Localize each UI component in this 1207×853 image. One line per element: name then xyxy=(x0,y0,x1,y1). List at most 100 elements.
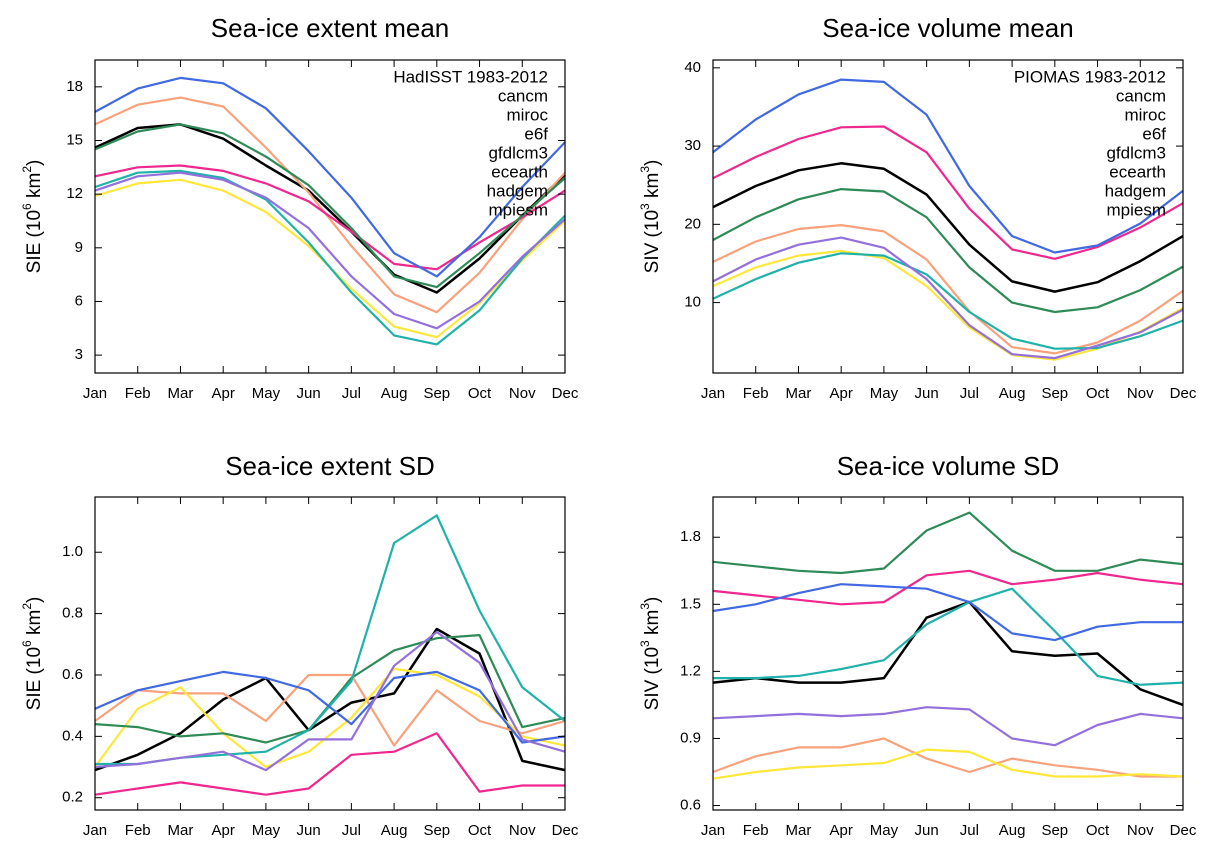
x-tick-label: Nov xyxy=(1127,385,1154,402)
x-tick-label: Feb xyxy=(743,822,769,839)
y-tick-label: 0.8 xyxy=(62,605,83,622)
y-axis-label-part: 6 xyxy=(20,203,34,210)
x-tick-label: Feb xyxy=(125,822,151,839)
x-tick-label: May xyxy=(870,822,899,839)
x-tick-label: Feb xyxy=(125,385,151,402)
series-line-1 xyxy=(712,737,1183,778)
series-line-2 xyxy=(712,569,1184,606)
x-tick-label: Dec xyxy=(552,385,579,402)
y-axis-label: SIE (106 km2) xyxy=(20,160,45,274)
panel-2: Sea-ice volume mean Jan Feb Mar Apr May Jun Jul… xyxy=(638,13,1197,402)
x-tick-label: Nov xyxy=(1127,822,1154,839)
y-axis-label-part: km xyxy=(24,610,45,641)
series-line-1 xyxy=(94,673,566,747)
y-axis-label-part: 3 xyxy=(638,640,652,647)
series-line-5 xyxy=(95,514,566,766)
y-tick-label: 20 xyxy=(684,215,701,232)
panel-3: Sea-ice extent SD Jan Feb Mar Apr May Jun Jul Au… xyxy=(20,451,579,839)
series-line-2 xyxy=(94,732,565,796)
legend-entry: HadISST 1983-2012 xyxy=(393,67,548,86)
y-tick-label: 0.6 xyxy=(62,666,83,683)
y-axis-label-part: SIE (10 xyxy=(24,647,45,710)
x-tick-label: Jan xyxy=(701,822,725,839)
legend-entry: hadgem xyxy=(1105,181,1166,200)
y-tick-label: 1.5 xyxy=(680,595,701,612)
series-line-3 xyxy=(94,667,566,769)
y-axis-label: SIE (106 km2) xyxy=(20,597,45,711)
y-axis-label-part: ) xyxy=(24,597,45,603)
series-line-cancm xyxy=(94,96,566,314)
series-line-7 xyxy=(712,706,1184,747)
y-axis-label-part: km xyxy=(24,173,45,204)
y-tick-label: 6 xyxy=(75,292,83,309)
legend-entry: mpiesm xyxy=(488,200,548,219)
y-axis-label-part: SIV (10 xyxy=(642,647,663,710)
x-tick-label: Mar xyxy=(168,385,194,402)
y-axis-label-part: 3 xyxy=(638,203,652,210)
legend-entry: gfdlcm3 xyxy=(1106,143,1166,162)
series-line-hadgem xyxy=(94,76,566,278)
x-tick-label: Jun xyxy=(297,822,321,839)
panel-title: Sea-ice volume mean xyxy=(822,13,1073,43)
y-axis-label-part: 3 xyxy=(638,166,652,173)
series-line-cancm xyxy=(712,224,1184,355)
y-tick-label: 12 xyxy=(66,185,83,202)
x-tick-label: Sep xyxy=(423,822,450,839)
x-tick-label: Apr xyxy=(830,822,853,839)
y-axis-label-part: 3 xyxy=(638,603,652,610)
y-tick-label: 40 xyxy=(684,59,701,76)
legend-entry: PIOMAS 1983-2012 xyxy=(1014,67,1166,86)
y-axis-label-part: km xyxy=(642,610,663,641)
legend-entry: hadgem xyxy=(487,181,548,200)
series-line-4 xyxy=(712,511,1184,575)
plot-frame xyxy=(94,59,566,374)
y-axis-label: SIV (103 km3) xyxy=(638,160,663,274)
y-tick-label: 0.6 xyxy=(680,796,701,813)
x-tick-label: Apr xyxy=(212,822,235,839)
x-tick-label: Nov xyxy=(509,822,536,839)
x-tick-label: Aug xyxy=(381,822,408,839)
y-tick-label: 9 xyxy=(75,239,83,256)
series-line-gfdlcm3 xyxy=(94,123,566,289)
y-axis-label-part: km xyxy=(642,173,663,204)
x-tick-label: May xyxy=(870,385,899,402)
panel-title: Sea-ice extent mean xyxy=(211,13,449,43)
x-tick-label: Jan xyxy=(83,385,107,402)
x-tick-label: Sep xyxy=(1041,822,1068,839)
y-axis-label-part: ) xyxy=(642,160,663,166)
x-tick-label: Dec xyxy=(552,822,579,839)
y-axis-label-part: 6 xyxy=(20,640,34,647)
x-tick-label: Apr xyxy=(830,385,853,402)
panel-1: Sea-ice extent mean Jan Feb Mar Apr May Jun Jul… xyxy=(20,13,579,402)
y-tick-label: 30 xyxy=(684,137,701,154)
y-axis-label: SIV (103 km3) xyxy=(638,597,663,711)
x-tick-label: Jun xyxy=(915,385,939,402)
series-line-6 xyxy=(712,583,1183,642)
series-line-0 xyxy=(94,627,566,772)
y-tick-label: 3 xyxy=(75,346,83,363)
series-line-gfdlcm3 xyxy=(712,188,1184,314)
y-tick-label: 0.2 xyxy=(62,789,83,806)
x-tick-label: Jun xyxy=(915,822,939,839)
plot-frame xyxy=(712,496,1184,811)
y-tick-label: 1.0 xyxy=(62,543,83,560)
y-axis-label-part: 2 xyxy=(20,166,34,173)
y-axis-label-part: ) xyxy=(642,597,663,603)
x-tick-label: Jul xyxy=(342,385,361,402)
series-line-mpiesm xyxy=(712,236,1184,360)
series-line-ecearth xyxy=(712,252,1184,350)
y-axis-label-part: ) xyxy=(24,160,45,166)
x-tick-label: Aug xyxy=(999,385,1026,402)
y-tick-label: 0.4 xyxy=(62,727,83,744)
x-tick-label: Jul xyxy=(960,385,979,402)
x-tick-label: Jul xyxy=(342,822,361,839)
legend-entry: ecearth xyxy=(491,162,548,181)
x-tick-label: Dec xyxy=(1170,822,1197,839)
x-tick-label: Mar xyxy=(786,822,812,839)
legend-entry: e6f xyxy=(1142,124,1166,143)
series-line-miroc xyxy=(94,164,566,271)
x-tick-label: Aug xyxy=(999,822,1026,839)
x-tick-label: Aug xyxy=(381,385,408,402)
y-tick-label: 18 xyxy=(66,78,83,95)
x-tick-label: Oct xyxy=(468,385,492,402)
